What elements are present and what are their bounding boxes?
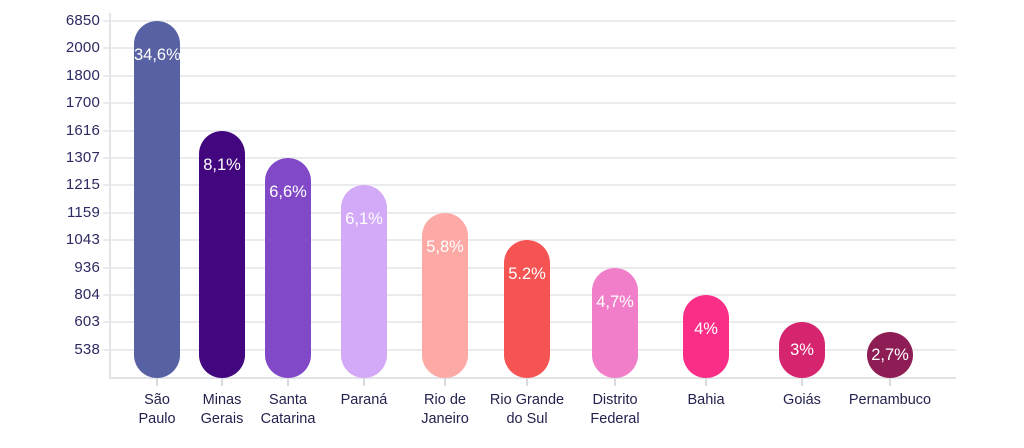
bar-rio-de-janeiro: 5,8% [422,212,468,378]
category-label-line: Pernambuco [848,392,932,408]
y-axis-tick-label: 2000 [65,39,100,57]
y-axis-line [109,13,111,378]
y-axis-tick-label: 1215 [65,176,100,194]
bar-parana: 6,1% [341,185,387,378]
gridline [103,20,956,22]
category-label-line: Rio de [424,392,466,408]
x-axis-tick [287,378,289,386]
category-label-line: Paraná [340,392,388,408]
bar-value-label: 5.2% [508,265,546,284]
x-axis-category-label: Rio Grande do Sul [462,391,592,429]
bar-value-label: 4% [694,320,718,338]
x-axis-tick [801,378,803,386]
bar-value-label: 5,8% [426,237,464,256]
x-axis-tick [363,378,365,386]
x-axis-category-label: Paraná [299,391,429,410]
x-axis-tick [614,378,616,386]
bar-value-label: 34,6% [134,46,181,64]
bar-value-label: 3% [790,341,814,360]
bar-santa-catarina: 6,6% [265,158,311,378]
category-label-line: Minas [202,392,242,408]
y-axis-tick-label: 538 [74,340,100,358]
x-axis-line [109,377,956,379]
x-axis-tick [889,378,891,386]
y-axis-tick-label: 1043 [65,231,100,249]
x-axis-category-label: São Paulo [92,391,222,429]
x-axis-tick [156,378,158,386]
bar-value-label: 6,1% [345,210,383,229]
gridline [103,211,956,214]
x-axis-category-label: Bahia [641,391,771,410]
category-label-line: Gerais [200,411,244,427]
y-axis-tick-label: 6850 [65,12,100,29]
bar-value-label: 2,7% [871,345,909,364]
category-label-line: Goiás [783,392,821,408]
x-axis-tick [444,378,446,386]
bar-distrito-federal: 4,7% [592,267,638,378]
x-axis-tick [705,378,707,386]
x-axis-category-label: Goiás [737,391,867,410]
category-label-line: Federal [590,411,640,427]
bar-minas-gerais: 8,1% [199,130,245,378]
x-axis-category-label: Santa Catarina [223,391,353,429]
x-axis-tick [221,378,223,386]
y-axis-tick-label: 936 [74,258,100,276]
category-label-line: Santa [269,392,307,408]
gridline [103,184,956,187]
bar-sao-paulo: 34,6% [134,21,181,378]
gridline [103,74,956,77]
bar-value-label: 6,6% [269,183,307,201]
category-label-line: Paulo [138,411,176,427]
x-axis-category-label: Distrito Federal [550,391,680,429]
bar-bahia: 4% [683,295,729,378]
bar-pernambuco: 2,7% [867,331,913,378]
bar-goias: 3% [779,322,825,378]
category-label-line: Catarina [260,411,316,427]
gridline [103,129,956,132]
bar-value-label: 8,1% [203,155,241,174]
gridline [103,157,956,159]
category-label-line: Janeiro [421,411,469,427]
gridline [103,102,956,105]
x-axis-category-label: Minas Gerais [157,391,287,429]
category-label-line: São [144,392,170,408]
bar-value-label: 4,7% [596,292,634,311]
x-axis-category-label: Rio de Janeiro [380,391,510,429]
y-axis-tick-label: 1159 [66,203,100,221]
category-label-line: Bahia [687,392,725,408]
gridline [103,47,956,50]
y-axis-tick-label: 603 [74,313,100,331]
x-axis-category-label: Pernambuco [825,391,955,410]
y-axis-tick-label: 1800 [65,66,100,84]
category-label-line: do Sul [506,411,548,427]
y-axis-tick-label: 1616 [65,121,100,139]
x-axis-tick [526,378,528,386]
y-axis-tick-label: 804 [74,286,100,303]
category-label-line: Rio Grande [489,392,565,408]
y-axis-tick-label: 1700 [65,94,100,112]
category-label-line: Distrito [592,392,638,408]
bar-rio-grande-do-sul: 5.2% [504,240,550,378]
y-axis-tick-label: 1307 [65,149,100,166]
